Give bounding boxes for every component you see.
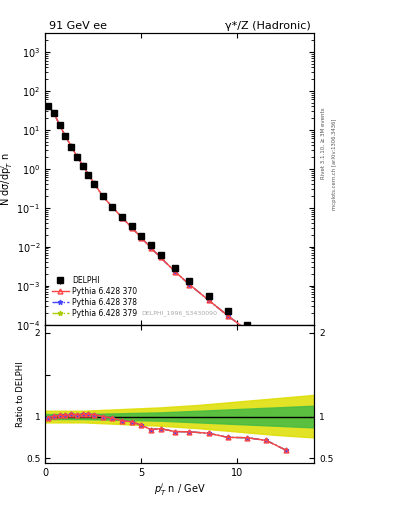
Pythia 6.428 370 <box>206 297 211 303</box>
Pythia 6.428 378 <box>206 297 211 303</box>
Pythia 6.428 370 <box>80 162 85 168</box>
Pythia 6.428 378 <box>57 122 62 128</box>
Pythia 6.428 379 <box>75 153 79 159</box>
Line: Pythia 6.428 370: Pythia 6.428 370 <box>46 103 288 359</box>
Y-axis label: Ratio to DELPHI: Ratio to DELPHI <box>16 361 25 427</box>
Pythia 6.428 370 <box>101 194 105 200</box>
Pythia 6.428 370 <box>57 122 62 128</box>
Pythia 6.428 379 <box>110 204 115 210</box>
Pythia 6.428 378 <box>264 342 269 348</box>
Pythia 6.428 379 <box>57 122 62 128</box>
Pythia 6.428 378 <box>245 327 250 333</box>
Pythia 6.428 378 <box>139 234 144 241</box>
Pythia 6.428 379 <box>226 313 230 319</box>
Pythia 6.428 379 <box>283 354 288 360</box>
Pythia 6.428 378 <box>226 313 230 319</box>
Pythia 6.428 370 <box>69 143 73 149</box>
Pythia 6.428 378 <box>158 254 163 261</box>
Pythia 6.428 379 <box>206 297 211 303</box>
Pythia 6.428 378 <box>101 194 105 200</box>
Pythia 6.428 379 <box>63 133 68 139</box>
Pythia 6.428 370 <box>245 327 250 333</box>
Text: γ*/Z (Hadronic): γ*/Z (Hadronic) <box>225 20 310 31</box>
Pythia 6.428 370 <box>173 268 177 274</box>
Pythia 6.428 378 <box>283 354 288 360</box>
Pythia 6.428 379 <box>101 194 105 200</box>
Pythia 6.428 379 <box>86 172 91 178</box>
Pythia 6.428 370 <box>149 245 153 251</box>
Pythia 6.428 370 <box>129 224 134 230</box>
Pythia 6.428 378 <box>86 172 91 178</box>
Pythia 6.428 379 <box>92 180 97 186</box>
Pythia 6.428 378 <box>69 143 73 149</box>
Pythia 6.428 379 <box>264 342 269 348</box>
Pythia 6.428 378 <box>173 268 177 274</box>
Pythia 6.428 378 <box>63 133 68 139</box>
Text: mcplots.cern.ch [arXiv:1306.3436]: mcplots.cern.ch [arXiv:1306.3436] <box>332 118 337 209</box>
Pythia 6.428 370 <box>139 234 144 241</box>
Line: Pythia 6.428 379: Pythia 6.428 379 <box>46 103 288 359</box>
Pythia 6.428 378 <box>120 215 125 221</box>
Pythia 6.428 370 <box>86 172 91 178</box>
Pythia 6.428 378 <box>75 153 79 159</box>
Pythia 6.428 370 <box>187 282 192 288</box>
Pythia 6.428 370 <box>92 180 97 186</box>
Pythia 6.428 379 <box>158 254 163 261</box>
Pythia 6.428 370 <box>75 153 79 159</box>
Text: 91 GeV ee: 91 GeV ee <box>49 20 107 31</box>
Pythia 6.428 378 <box>92 180 97 186</box>
Pythia 6.428 378 <box>51 110 56 116</box>
Pythia 6.428 379 <box>120 215 125 221</box>
Pythia 6.428 379 <box>173 268 177 274</box>
Pythia 6.428 370 <box>226 313 230 319</box>
Text: DELPHI_1996_S3430090: DELPHI_1996_S3430090 <box>142 310 218 316</box>
Pythia 6.428 379 <box>129 224 134 230</box>
Pythia 6.428 379 <box>139 234 144 241</box>
Pythia 6.428 378 <box>149 245 153 251</box>
Pythia 6.428 379 <box>187 282 192 288</box>
Pythia 6.428 378 <box>110 204 115 210</box>
Pythia 6.428 378 <box>46 102 50 109</box>
Legend: DELPHI, Pythia 6.428 370, Pythia 6.428 378, Pythia 6.428 379: DELPHI, Pythia 6.428 370, Pythia 6.428 3… <box>49 273 140 321</box>
Pythia 6.428 379 <box>69 143 73 149</box>
X-axis label: $p_T^i$ n / GeV: $p_T^i$ n / GeV <box>154 481 206 498</box>
Pythia 6.428 379 <box>245 327 250 333</box>
Pythia 6.428 379 <box>80 162 85 168</box>
Pythia 6.428 370 <box>46 102 50 109</box>
Pythia 6.428 370 <box>110 204 115 210</box>
Pythia 6.428 370 <box>158 254 163 261</box>
Line: Pythia 6.428 378: Pythia 6.428 378 <box>46 103 288 359</box>
Pythia 6.428 378 <box>80 162 85 168</box>
Pythia 6.428 379 <box>46 102 50 109</box>
Pythia 6.428 378 <box>187 282 192 288</box>
Pythia 6.428 370 <box>264 342 269 348</box>
Pythia 6.428 379 <box>51 110 56 116</box>
Pythia 6.428 370 <box>120 215 125 221</box>
Text: Rivet 3.1.10, ≥ 3M events: Rivet 3.1.10, ≥ 3M events <box>320 108 325 179</box>
Pythia 6.428 370 <box>283 354 288 360</box>
Pythia 6.428 379 <box>149 245 153 251</box>
Y-axis label: N dσ/dp$_T^i$ n: N dσ/dp$_T^i$ n <box>0 152 15 206</box>
Pythia 6.428 370 <box>51 110 56 116</box>
Pythia 6.428 370 <box>63 133 68 139</box>
Pythia 6.428 378 <box>129 224 134 230</box>
